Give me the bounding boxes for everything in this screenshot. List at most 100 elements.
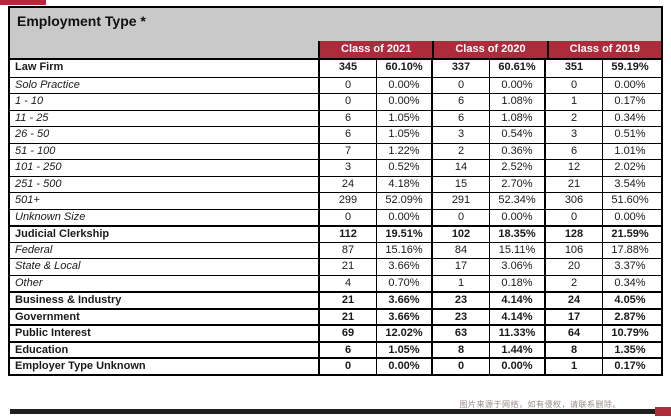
percent-cell: 0.00% bbox=[376, 94, 431, 110]
percent-cell: 18.35% bbox=[489, 227, 544, 242]
percent-cell: 0.54% bbox=[489, 127, 544, 143]
row-label: Other bbox=[15, 276, 43, 289]
percent-cell: 0.00% bbox=[376, 359, 431, 374]
row-label: 501+ bbox=[15, 194, 40, 206]
count-cell: 6 bbox=[431, 110, 489, 126]
row-label: Business & Industry bbox=[15, 294, 122, 306]
count-cell: 351 bbox=[544, 60, 602, 77]
percent-cell: 51.60% bbox=[602, 193, 657, 209]
percent-cell: 0.51% bbox=[602, 127, 657, 143]
percent-cell: 0.00% bbox=[489, 77, 544, 93]
percent-cell: 17.88% bbox=[602, 242, 657, 258]
percent-cell: 0.52% bbox=[376, 160, 431, 176]
row-label: 101 - 250 bbox=[15, 161, 62, 173]
count-cell: 0 bbox=[431, 77, 489, 93]
table-row: 11 - 25 6 1.05% 6 1.08% 2 0.34% bbox=[10, 109, 661, 126]
percent-cell: 52.34% bbox=[489, 193, 544, 209]
count-cell: 337 bbox=[431, 60, 489, 77]
table-row: Federal 87 15.16% 84 15.11% 106 17.88% bbox=[10, 241, 661, 258]
percent-cell: 4.18% bbox=[376, 176, 431, 192]
row-label: 51 - 100 bbox=[15, 144, 56, 157]
count-cell: 21 bbox=[318, 293, 376, 308]
class-of-2020-header: Class of 2020 bbox=[432, 41, 547, 58]
count-cell: 299 bbox=[318, 193, 376, 209]
percent-cell: 2.52% bbox=[489, 160, 544, 176]
count-cell: 1 bbox=[544, 359, 602, 374]
table-row: Business & Industry 21 3.66% 23 4.14% 24 4.05% bbox=[10, 291, 661, 308]
percent-cell: 0.70% bbox=[376, 275, 431, 291]
count-cell: 3 bbox=[318, 160, 376, 176]
percent-cell: 1.01% bbox=[602, 143, 657, 159]
count-cell: 0 bbox=[544, 209, 602, 225]
row-label: Government bbox=[15, 310, 80, 323]
count-cell: 112 bbox=[318, 227, 376, 242]
count-cell: 64 bbox=[544, 326, 602, 341]
count-cell: 102 bbox=[431, 227, 489, 242]
percent-cell: 1.35% bbox=[602, 342, 657, 357]
table-row: Judicial Clerkship 112 19.51% 102 18.35% 128 2… bbox=[10, 225, 661, 242]
count-cell: 6 bbox=[318, 110, 376, 126]
row-label: 251 - 500 bbox=[15, 177, 62, 190]
class-of-2021-header: Class of 2021 bbox=[318, 41, 433, 58]
percent-cell: 3.06% bbox=[489, 259, 544, 275]
count-cell: 24 bbox=[544, 293, 602, 308]
count-cell: 2 bbox=[544, 110, 602, 126]
percent-cell: 3.66% bbox=[376, 259, 431, 275]
percent-cell: 21.59% bbox=[602, 227, 657, 242]
table-row: Solo Practice 0 0.00% 0 0.00% 0 0.00% bbox=[10, 76, 661, 93]
percent-cell: 0.17% bbox=[602, 94, 657, 110]
table-row: Public Interest 69 12.02% 63 11.33% 64 10.79% bbox=[10, 324, 661, 341]
percent-cell: 19.51% bbox=[376, 227, 431, 242]
count-cell: 15 bbox=[431, 176, 489, 192]
percent-cell: 59.19% bbox=[602, 60, 657, 77]
count-cell: 128 bbox=[544, 227, 602, 242]
percent-cell: 12.02% bbox=[376, 326, 431, 341]
table-row: 51 - 100 7 1.22% 2 0.36% 6 1.01% bbox=[10, 142, 661, 159]
count-cell: 345 bbox=[318, 60, 376, 77]
count-cell: 84 bbox=[431, 242, 489, 258]
percent-cell: 1.05% bbox=[376, 127, 431, 143]
count-cell: 21 bbox=[318, 309, 376, 324]
percent-cell: 2.70% bbox=[489, 176, 544, 192]
percent-cell: 0.00% bbox=[602, 77, 657, 93]
percent-cell: 4.14% bbox=[489, 309, 544, 324]
percent-cell: 4.14% bbox=[489, 293, 544, 308]
percent-cell: 4.05% bbox=[602, 293, 657, 308]
count-cell: 24 bbox=[318, 176, 376, 192]
row-label: Education bbox=[15, 343, 69, 356]
table-row: 251 - 500 24 4.18% 15 2.70% 21 3.54% bbox=[10, 175, 661, 192]
percent-cell: 3.66% bbox=[376, 293, 431, 308]
percent-cell: 0.34% bbox=[602, 110, 657, 126]
table-row: Law Firm 345 60.10% 337 60.61% 351 59.19% bbox=[10, 60, 661, 77]
count-cell: 0 bbox=[318, 209, 376, 225]
table-title: Employment Type * bbox=[17, 13, 146, 29]
percent-cell: 52.09% bbox=[376, 193, 431, 209]
count-cell: 7 bbox=[318, 143, 376, 159]
table-row: 501+ 299 52.09% 291 52.34% 306 51.60% bbox=[10, 192, 661, 209]
percent-cell: 0.00% bbox=[489, 209, 544, 225]
table-row: 1 - 10 0 0.00% 6 1.08% 1 0.17% bbox=[10, 93, 661, 110]
row-label: Public Interest bbox=[15, 327, 91, 339]
count-cell: 17 bbox=[431, 259, 489, 275]
count-cell: 20 bbox=[544, 259, 602, 275]
percent-cell: 1.08% bbox=[489, 94, 544, 110]
table-header-band: Employment Type * Class of 2021 Class of… bbox=[10, 8, 661, 60]
percent-cell: 0.00% bbox=[376, 209, 431, 225]
table-row: Employer Type Unknown 0 0.00% 0 0.00% 1 0.17% bbox=[10, 357, 661, 374]
row-label: Unknown Size bbox=[15, 210, 86, 223]
bottom-bar bbox=[10, 409, 661, 414]
count-cell: 0 bbox=[431, 359, 489, 374]
table-row: 101 - 250 3 0.52% 14 2.52% 12 2.02% bbox=[10, 159, 661, 176]
count-cell: 0 bbox=[431, 209, 489, 225]
table-row: Unknown Size 0 0.00% 0 0.00% 0 0.00% bbox=[10, 208, 661, 225]
class-header-row: Class of 2021 Class of 2020 Class of 201… bbox=[318, 41, 661, 58]
table-row: Government 21 3.66% 23 4.14% 17 2.87% bbox=[10, 307, 661, 324]
percent-cell: 60.10% bbox=[376, 60, 431, 77]
table-body: Law Firm 345 60.10% 337 60.61% 351 59.19% Solo … bbox=[10, 60, 661, 374]
count-cell: 291 bbox=[431, 193, 489, 209]
percent-cell: 0.00% bbox=[489, 359, 544, 374]
table-row: Education 6 1.05% 8 1.44% 8 1.35% bbox=[10, 340, 661, 357]
percent-cell: 15.11% bbox=[489, 242, 544, 258]
percent-cell: 0.17% bbox=[602, 359, 657, 374]
row-label: Solo Practice bbox=[15, 78, 80, 91]
